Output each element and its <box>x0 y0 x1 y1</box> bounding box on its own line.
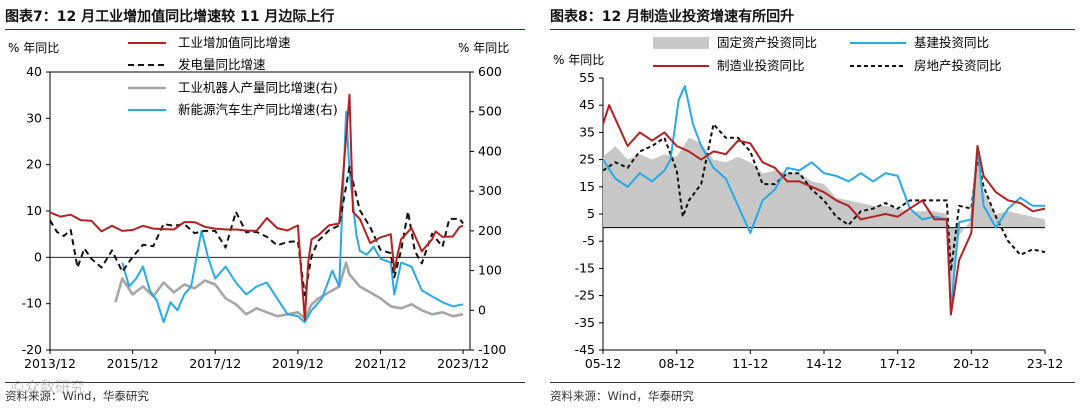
y-unit: % 年同比 <box>553 53 604 67</box>
y-tick-label: -25 <box>575 288 595 303</box>
left-title-rule <box>5 29 525 30</box>
right-title-rule <box>550 29 1075 30</box>
legend-label-2: 制造业投资同比 <box>717 58 805 73</box>
left-source-rule <box>5 382 525 383</box>
y-left-tick-label: -10 <box>22 296 42 311</box>
y-left-tick-label: 10 <box>26 203 42 218</box>
y-left-unit: % 年同比 <box>8 41 59 55</box>
y-tick-label: 15 <box>579 179 595 194</box>
right-chart-source: 资料来源：Wind，华泰研究 <box>550 389 694 403</box>
left-chart-svg: -20-10010203040-100010020030040050060020… <box>8 35 509 371</box>
series-line-3 <box>121 110 464 324</box>
right-chart-title: 图表8：12 月制造业投资增速有所回升 <box>550 9 795 25</box>
y-left-tick-label: 40 <box>26 64 42 79</box>
y-right-tick-label: 0 <box>478 302 486 317</box>
y-tick-label: 35 <box>579 124 595 139</box>
legend-label-1: 基建投资同比 <box>914 35 989 50</box>
y-right-tick-label: -100 <box>478 342 506 357</box>
x-tick-label: 2019/12 <box>272 356 324 371</box>
y-tick-label: -15 <box>575 260 595 275</box>
x-tick-label: 2015/12 <box>107 356 159 371</box>
x-tick-label: 2013/12 <box>24 356 76 371</box>
y-right-unit: % 年同比 <box>458 41 509 55</box>
x-tick-label: 05-12 <box>585 356 621 371</box>
x-tick-label: 20-12 <box>953 356 989 371</box>
legend-label-2: 工业机器人产量同比增速(右) <box>178 80 338 95</box>
y-right-tick-label: 200 <box>478 223 502 238</box>
legend-swatch-0 <box>653 37 709 49</box>
y-tick-label: 55 <box>579 70 595 85</box>
x-tick-label: 11-12 <box>732 356 768 371</box>
y-right-tick-label: 400 <box>478 143 502 158</box>
left-chart-panel: 图表7：12 月工业增加值同比增速较 11 月边际上行 -20 -10 0 10 20 3… <box>0 0 530 413</box>
y-left-tick-label: 0 <box>34 249 42 264</box>
y-right-tick-label: 300 <box>478 183 502 198</box>
series-area-0 <box>603 137 1045 293</box>
series-line-0 <box>49 93 464 321</box>
right-source-rule <box>550 382 1075 383</box>
y-tick-label: 25 <box>579 152 595 167</box>
watermark: ©众数研究 <box>10 378 86 396</box>
legend-label-0: 固定资产投资同比 <box>717 35 817 50</box>
y-tick-label: -5 <box>583 233 595 248</box>
right-chart-svg: -45 -35 -25 -15 -5 5 15 25 35 45 55 05-12 08-12 11-12… <box>553 35 1063 371</box>
legend-label-0: 工业增加值同比增速 <box>178 35 291 50</box>
left-chart-source: 资料来源：Wind，华泰研究 <box>5 389 149 403</box>
series-line-2 <box>114 261 464 320</box>
x-tick-label: 08-12 <box>659 356 695 371</box>
left-chart-title: 图表7：12 月工业增加值同比增速较 11 月边际上行 <box>5 9 335 25</box>
y-tick-label: 5 <box>587 206 595 221</box>
y-right-tick-label: 500 <box>478 104 502 119</box>
legend-label-1: 发电量同比增速 <box>178 57 266 72</box>
y-left-tick-label: 20 <box>26 157 42 172</box>
y-left-tick-label: -20 <box>22 342 42 357</box>
x-tick-label: 14-12 <box>806 356 842 371</box>
y-left-tick-label: 30 <box>26 110 42 125</box>
right-chart-panel: 图表8：12 月制造业投资增速有所回升 -45 -35 -25 -15 -5 5 15 25 3… <box>545 0 1080 413</box>
legend-label-3: 新能源汽车生产同比增速(右) <box>178 102 338 117</box>
y-tick-label: -35 <box>575 315 595 330</box>
y-tick-label: 45 <box>579 97 595 112</box>
legend-label-3: 房地产投资同比 <box>914 58 1002 73</box>
y-right-tick-label: 100 <box>478 263 502 278</box>
y-right-tick-label: 600 <box>478 64 502 79</box>
series-line-2 <box>602 104 1046 316</box>
x-tick-label: 23-12 <box>1027 356 1063 371</box>
x-tick-label: 17-12 <box>880 356 916 371</box>
x-tick-label: 2023/12 <box>437 356 489 371</box>
x-tick-label: 2017/12 <box>189 356 241 371</box>
x-tick-label: 2021/12 <box>355 356 407 371</box>
y-tick-label: -45 <box>575 342 595 357</box>
